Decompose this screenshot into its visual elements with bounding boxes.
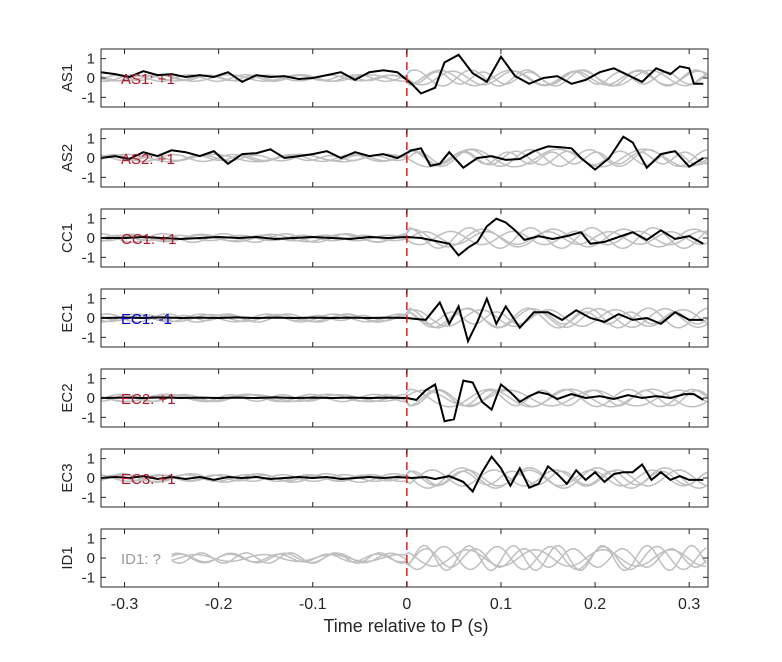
grey-trace [171,544,707,572]
grey-trace [171,545,707,571]
panel-as2: 1 0 -1 AS2 AS2: +1 [59,128,709,188]
x-axis-label: Time relative to P (s) [323,616,488,636]
grey-trace [101,226,708,250]
polarity-annotation: CC1: +1 [121,231,176,248]
grey-trace [101,469,708,487]
y-axis-label: ID1 [59,546,76,569]
y-tick-label: 1 [87,291,95,308]
grey-trace [101,69,708,87]
panel-traces [171,544,707,572]
y-tick-label: -1 [82,89,95,106]
x-tick-label: 0.3 [678,596,700,613]
grey-trace [101,311,708,325]
y-axis-label: AS2 [59,144,76,172]
y-tick-label: 0 [87,470,95,487]
y-tick-label: 1 [87,51,95,68]
panel-ec3: 1 0 -1 EC3 EC3: +1 [59,448,709,508]
black-trace [101,53,704,95]
y-tick-label: -1 [82,409,95,426]
black-trace [101,379,704,423]
black-trace [101,295,704,345]
y-axis-label: EC1 [59,303,76,332]
polarity-annotation: EC1: -1 [121,311,172,328]
panel-as1: 1 0 -1 AS1 AS1: +1 [59,48,709,108]
panel-traces [101,454,708,494]
grey-trace [101,228,708,248]
y-tick-label: 0 [87,390,95,407]
black-trace [101,217,704,257]
grey-trace [171,549,707,567]
y-tick-label: -1 [82,489,95,506]
x-tick-label: 0.2 [584,596,606,613]
y-tick-label: -1 [82,329,95,346]
y-tick-label: 1 [87,211,95,228]
y-tick-label: -1 [82,249,95,266]
polarity-annotation: EC3: +1 [121,471,176,488]
y-axis-label: EC3 [59,463,76,492]
y-tick-label: -1 [82,169,95,186]
y-axis-label: CC1 [59,223,76,253]
y-tick-label: -1 [82,569,95,586]
polarity-annotation: AS2: +1 [121,151,175,168]
panel-traces [101,217,708,257]
x-tick-label: -0.3 [111,596,139,613]
x-tick-label: 0.1 [490,596,512,613]
y-axis-label: AS1 [59,64,76,92]
panel-traces [101,53,708,95]
grey-trace [101,388,708,408]
panel-traces [101,135,708,171]
grey-trace [101,230,708,246]
panel-ec1: 1 0 -1 EC1 EC1: -1 [59,288,709,348]
y-tick-label: 1 [87,531,95,548]
y-tick-label: 1 [87,371,95,388]
y-axis-label: EC2 [59,383,76,412]
polarity-annotation: EC2: +1 [121,391,176,408]
y-tick-label: 0 [87,550,95,567]
panel-id1: 1 0 -1 ID1 ID1: ? -0.3 -0.2 -0.1 0 0.1 0.2 0.3 [59,528,709,613]
panels-group: 1 0 -1 AS1 AS1: +1 1 0 -1 AS2 AS2: +1 1 0 -1 CC1 CC1: … [59,48,709,613]
y-tick-label: 1 [87,131,95,148]
panel-cc1: 1 0 -1 CC1 CC1: +1 [59,208,709,268]
panel-traces [101,295,708,345]
black-trace [101,135,704,171]
x-tick-label: -0.2 [205,596,233,613]
polarity-annotation: ID1: ? [121,551,161,568]
x-tick-label: 0 [402,596,411,613]
y-tick-label: 0 [87,230,95,247]
black-trace [101,454,704,494]
polarity-annotation: AS1: +1 [121,71,175,88]
y-tick-label: 0 [87,150,95,167]
panel-ec2: 1 0 -1 EC2 EC2: +1 [59,368,709,428]
x-tick-label: -0.1 [299,596,327,613]
panel-traces [101,379,708,423]
y-tick-label: 0 [87,310,95,327]
y-tick-label: 0 [87,70,95,87]
y-tick-label: 1 [87,451,95,468]
